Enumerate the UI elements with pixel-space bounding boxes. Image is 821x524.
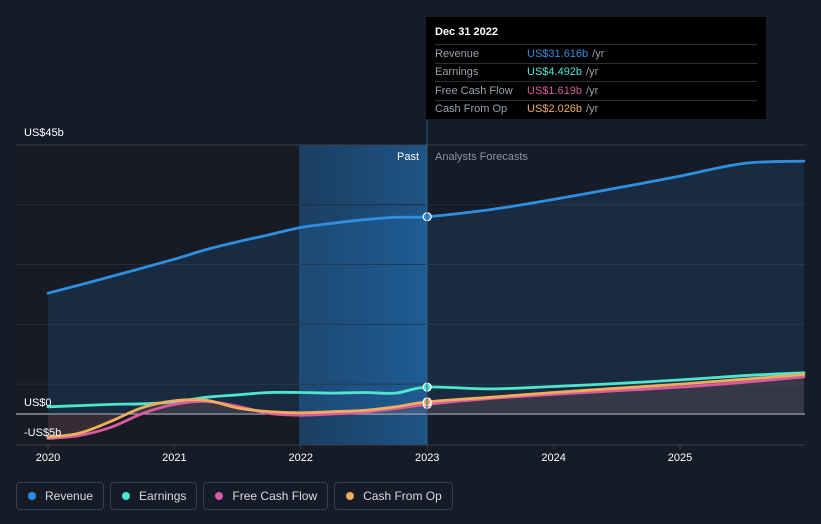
tooltip-row-earnings: Earnings US$4.492b /yr — [435, 62, 757, 82]
tooltip-row-free-cash-flow: Free Cash Flow US$1.619b /yr — [435, 81, 757, 100]
x-tick-label: 2023 — [415, 452, 439, 464]
x-tick-label: 2024 — [541, 452, 565, 464]
legend-item-free-cash-flow[interactable]: Free Cash Flow — [203, 482, 329, 510]
series-lines — [46, 159, 806, 440]
y-tick-label: -US$5b — [24, 427, 61, 439]
y-tick-label: US$45b — [24, 127, 64, 139]
tooltip-label: Earnings — [435, 66, 479, 79]
gridlines — [16, 144, 805, 446]
tooltip-value: US$2.026b — [527, 103, 583, 116]
x-tick-label: 2021 — [162, 452, 186, 464]
past-label: Past — [397, 151, 419, 163]
legend-dot-icon — [215, 492, 224, 500]
free-cash-flow-line — [46, 375, 806, 440]
revenue-line — [46, 159, 806, 295]
earnings-line — [46, 371, 806, 409]
tooltip-label: Cash From Op — [435, 103, 508, 116]
legend-item-cash-from-op[interactable]: Cash From Op — [334, 482, 453, 510]
y-tick-label: US$0 — [24, 397, 52, 409]
tooltip-label: Revenue — [435, 47, 480, 60]
x-tick-label: 2025 — [668, 452, 692, 464]
x-tick-label: 2020 — [36, 452, 60, 464]
revenue-area — [48, 161, 804, 414]
x-tick-label: 2022 — [289, 452, 313, 464]
tooltip-unit: /yr — [586, 66, 599, 79]
legend-dot-icon — [28, 492, 36, 500]
past-highlight-band — [299, 145, 427, 445]
tooltip-unit: /yr — [586, 84, 599, 97]
forecast-label: Analysts Forecasts — [435, 151, 528, 163]
legend-dot-icon — [346, 492, 355, 500]
legend-label: Free Cash Flow — [232, 489, 318, 503]
legend-item-revenue[interactable]: Revenue — [16, 482, 105, 510]
legend: Revenue Earnings Free Cash Flow Cash Fro… — [16, 482, 453, 510]
tooltip-label: Free Cash Flow — [435, 84, 513, 97]
legend-label: Earnings — [139, 489, 187, 503]
tooltip-row-revenue: Revenue US$31.616b /yr — [435, 44, 757, 63]
legend-label: Cash From Op — [363, 489, 442, 503]
tooltip-value: US$1.619b — [527, 84, 583, 97]
legend-dot-icon — [122, 492, 131, 500]
tooltip-row-cash-from-op: Cash From Op US$2.026b /yr — [435, 99, 757, 119]
tooltip-value: US$31.616b — [527, 47, 589, 60]
tooltip: Dec 31 2022 Revenue US$31.616b /yr Earni… — [426, 17, 766, 119]
tooltip-unit: /yr — [592, 47, 605, 60]
axes: 2020 2021 2022 2023 2024 2025 US$45b US$0 -US$5b — [24, 127, 692, 464]
legend-item-earnings[interactable]: Earnings — [110, 482, 198, 510]
legend-label: Revenue — [45, 489, 94, 503]
tooltip-value: US$4.492b — [527, 66, 583, 79]
tooltip-date: Dec 31 2022 — [435, 26, 498, 38]
cash-from-op-line — [46, 373, 806, 439]
tooltip-unit: /yr — [586, 103, 599, 116]
